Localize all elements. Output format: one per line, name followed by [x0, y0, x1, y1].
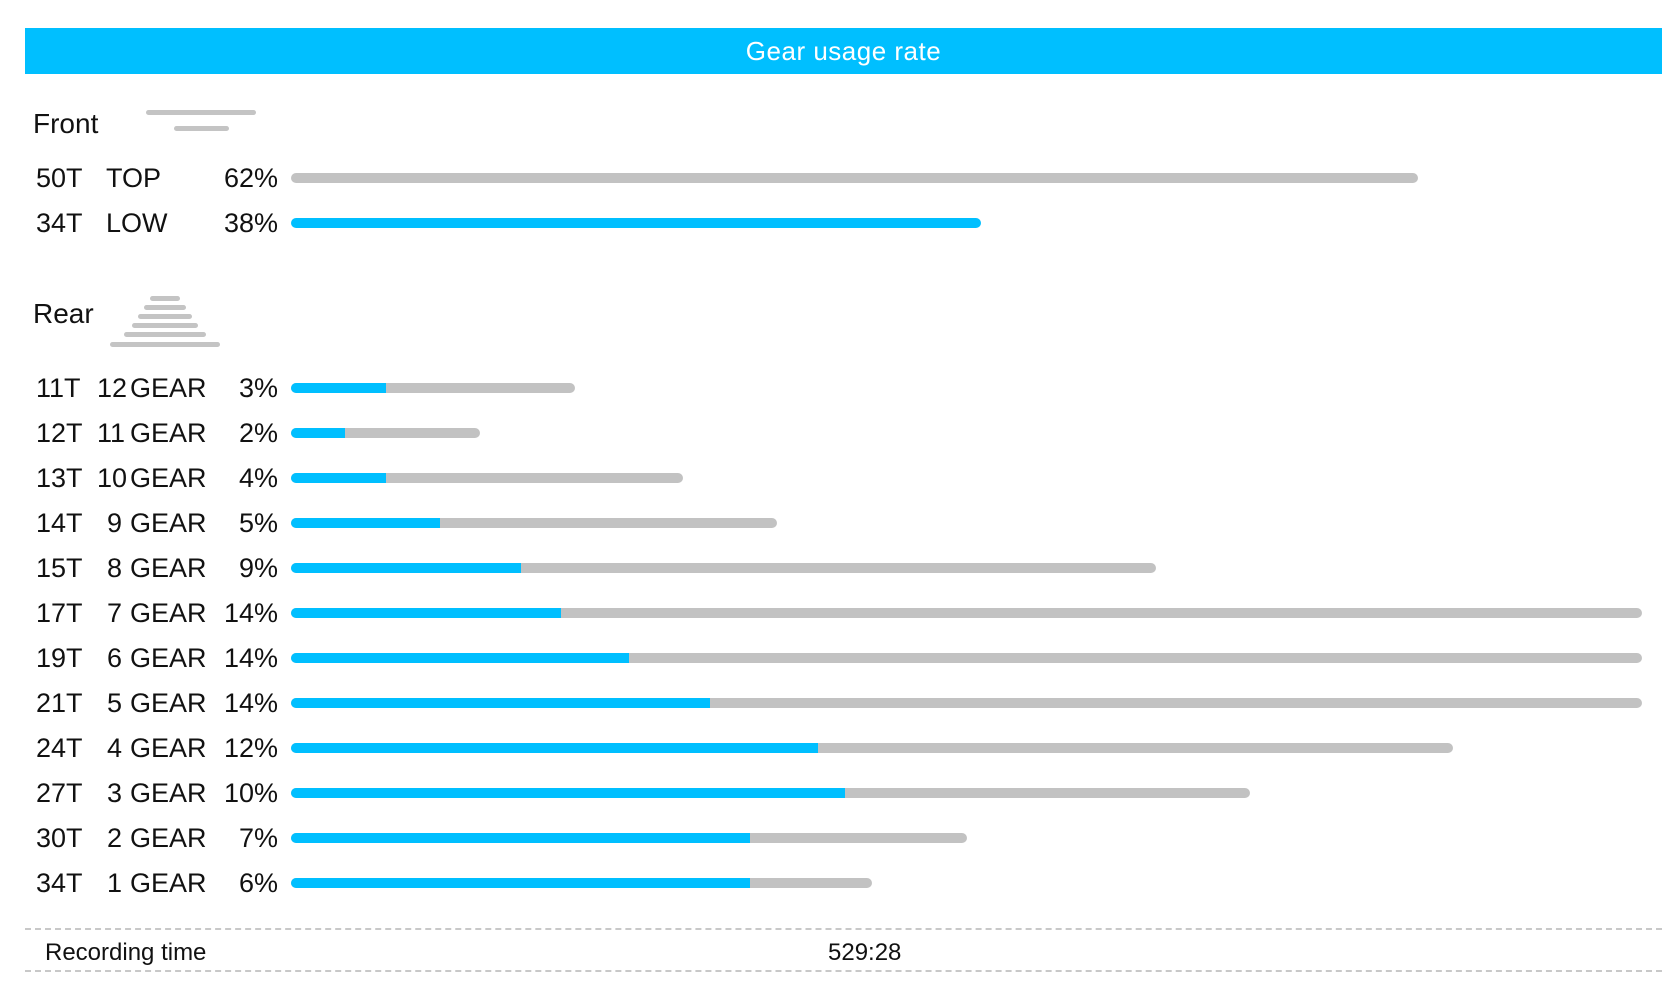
gear-word: GEAR	[130, 778, 207, 808]
percent-label: 10%	[223, 778, 278, 808]
gear-label: TOP	[106, 163, 162, 193]
gear-number: 10	[97, 463, 128, 493]
usage-fill	[291, 653, 629, 663]
usage-fill	[291, 518, 440, 528]
gear-label: LOW	[106, 208, 168, 238]
teeth-label: 27T	[36, 778, 83, 808]
percent-label: 3%	[238, 373, 278, 403]
percent-label: 12%	[223, 733, 278, 763]
usage-track	[291, 518, 777, 528]
front-section-label: Front	[33, 108, 99, 139]
rear-gear-row: 19T 6 GEAR 14%	[0, 636, 1680, 681]
teeth-label: 17T	[36, 598, 83, 628]
recording-time-value: 529:28	[828, 939, 902, 966]
chart-title: Gear usage rate	[25, 28, 1662, 74]
gear-number: 6	[106, 643, 122, 673]
percent-label: 5%	[238, 508, 278, 538]
rear-gear-row: 11T 12 GEAR 3%	[0, 366, 1680, 411]
teeth-label: 14T	[36, 508, 83, 538]
usage-fill	[291, 833, 750, 843]
rear-gear-row: 30T 2 GEAR 7%	[0, 816, 1680, 861]
percent-label: 14%	[223, 643, 278, 673]
gear-number: 2	[106, 823, 122, 853]
gear-word: GEAR	[130, 868, 207, 898]
percent-label: 4%	[238, 463, 278, 493]
usage-fill	[291, 743, 818, 753]
percent-label: 7%	[238, 823, 278, 853]
rear-gear-row: 17T 7 GEAR 14%	[0, 591, 1680, 636]
recording-time-label: Recording time	[45, 939, 207, 966]
teeth-label: 15T	[36, 553, 83, 583]
usage-fill	[291, 383, 386, 393]
gear-number: 11	[97, 418, 126, 448]
gear-number: 12	[97, 373, 128, 403]
teeth-label: 12T	[36, 418, 83, 448]
gear-word: GEAR	[130, 598, 207, 628]
percent-label: 14%	[223, 598, 278, 628]
teeth-label: 34T	[36, 868, 83, 898]
gear-word: GEAR	[130, 418, 207, 448]
gear-number: 7	[106, 598, 122, 628]
gear-word: GEAR	[130, 823, 207, 853]
usage-track	[291, 743, 1453, 753]
percent-label: 62%	[223, 163, 278, 193]
usage-fill	[291, 878, 750, 888]
usage-track	[291, 608, 1642, 618]
percent-label: 9%	[238, 553, 278, 583]
gear-number: 3	[106, 778, 122, 808]
rear-gear-row: 21T 5 GEAR 14%	[0, 681, 1680, 726]
rear-gear-row: 14T 9 GEAR 5%	[0, 501, 1680, 546]
usage-fill	[291, 698, 710, 708]
rear-gear-row: 13T 10 GEAR 4%	[0, 456, 1680, 501]
teeth-label: 11T	[36, 373, 81, 403]
percent-label: 6%	[238, 868, 278, 898]
usage-track	[291, 698, 1642, 708]
rear-gear-row: 27T 3 GEAR 10%	[0, 771, 1680, 816]
rear-gear-row: 24T 4 GEAR 12%	[0, 726, 1680, 771]
gear-word: GEAR	[130, 643, 207, 673]
gear-word: GEAR	[130, 733, 207, 763]
gear-number: 9	[106, 508, 122, 538]
gear-word: GEAR	[130, 688, 207, 718]
gear-word: GEAR	[130, 373, 207, 403]
divider-top	[25, 928, 1662, 930]
usage-fill	[291, 608, 561, 618]
usage-track	[291, 428, 480, 438]
rear-gear-row: 34T 1 GEAR 6%	[0, 861, 1680, 906]
percent-label: 38%	[223, 208, 278, 238]
front-gear-row: 34T LOW 38%	[0, 201, 1680, 246]
usage-fill	[291, 473, 386, 483]
gear-number: 8	[106, 553, 122, 583]
gear-word: GEAR	[130, 553, 207, 583]
front-gear-row: 50T TOP 62%	[0, 156, 1680, 201]
gear-number: 5	[106, 688, 122, 718]
usage-track	[291, 473, 683, 483]
usage-fill	[291, 563, 521, 573]
teeth-label: 30T	[36, 823, 83, 853]
teeth-label: 21T	[36, 688, 83, 718]
teeth-label: 13T	[36, 463, 83, 493]
usage-bar	[291, 173, 1418, 183]
gear-number: 1	[106, 868, 122, 898]
usage-fill	[291, 428, 345, 438]
teeth-label: 24T	[36, 733, 83, 763]
teeth-label: 19T	[36, 643, 83, 673]
usage-bar	[291, 218, 981, 228]
rear-gear-row: 15T 8 GEAR 9%	[0, 546, 1680, 591]
teeth-label: 50T	[36, 163, 83, 193]
rear-gear-row: 12T 11 GEAR 2%	[0, 411, 1680, 456]
gear-number: 4	[106, 733, 122, 763]
gear-word: GEAR	[130, 508, 207, 538]
usage-track	[291, 563, 1156, 573]
gear-word: GEAR	[130, 463, 207, 493]
divider-bottom	[25, 970, 1662, 972]
rear-section-label: Rear	[33, 298, 94, 329]
usage-track	[291, 653, 1642, 663]
percent-label: 2%	[238, 418, 278, 448]
usage-fill	[291, 788, 845, 798]
usage-track	[291, 383, 575, 393]
teeth-label: 34T	[36, 208, 83, 238]
percent-label: 14%	[223, 688, 278, 718]
